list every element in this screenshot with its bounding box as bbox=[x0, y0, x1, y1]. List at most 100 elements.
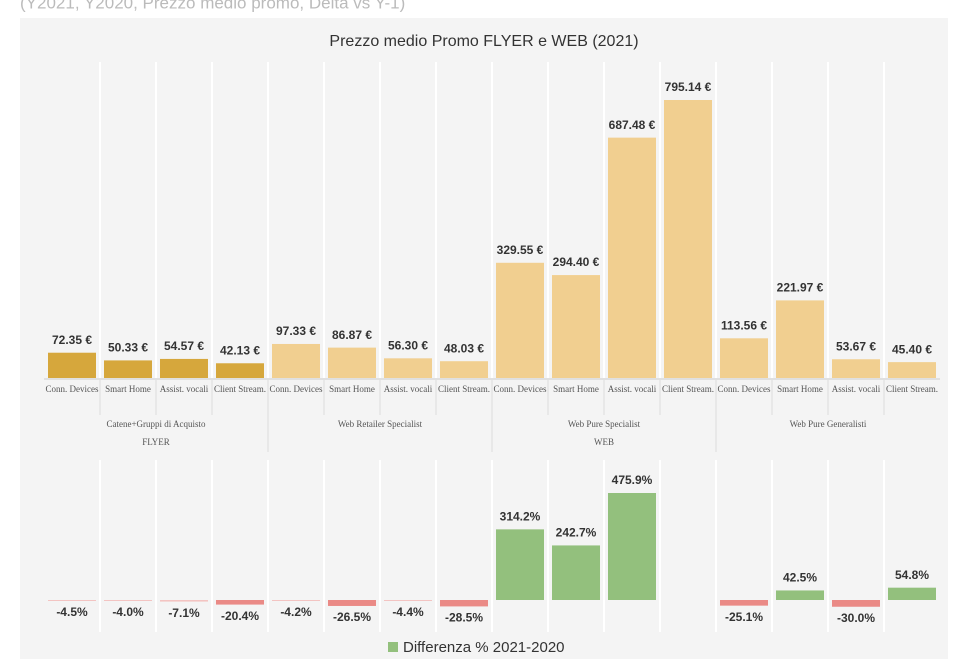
data-label: 242.7% bbox=[556, 526, 597, 540]
category-label-box: Client Stream. bbox=[886, 384, 938, 394]
bar bbox=[496, 529, 544, 600]
group-label: WEB bbox=[594, 437, 614, 447]
data-label: 45.40 € bbox=[892, 342, 932, 356]
data-label: 795.14 € bbox=[665, 80, 712, 94]
category-label-box: Smart Home bbox=[105, 384, 151, 394]
x-tick-label: Client Stream. bbox=[662, 384, 714, 394]
x-tick-label: Conn. Devices bbox=[45, 384, 99, 394]
data-label: 687.48 € bbox=[609, 118, 656, 132]
x-tick-label: Conn. Devices bbox=[269, 384, 323, 394]
category-label-box: Conn. Devices bbox=[493, 384, 547, 394]
category-label-box: Conn. Devices bbox=[45, 384, 99, 394]
bar bbox=[608, 137, 656, 378]
data-label: 48.03 € bbox=[444, 341, 484, 355]
bar bbox=[104, 360, 152, 378]
category-label-box: Smart Home bbox=[329, 384, 375, 394]
data-label: 54.8% bbox=[895, 568, 929, 582]
x-tick-label: Smart Home bbox=[777, 384, 823, 394]
data-label: -4.4% bbox=[392, 605, 424, 619]
group-label: FLYER bbox=[142, 437, 170, 447]
data-label: 72.35 € bbox=[52, 333, 92, 347]
bar bbox=[272, 343, 320, 378]
x-tick-label: Client Stream. bbox=[438, 384, 490, 394]
x-tick-label: Assist. vocali bbox=[831, 384, 881, 394]
x-tick-label: Smart Home bbox=[105, 384, 151, 394]
x-tick-label: Conn. Devices bbox=[493, 384, 547, 394]
bar bbox=[720, 600, 768, 606]
data-label: -26.5% bbox=[333, 610, 371, 624]
bar bbox=[832, 359, 880, 378]
data-label: -7.1% bbox=[168, 606, 200, 620]
x-tick-label: Assist. vocali bbox=[607, 384, 657, 394]
category-label-box: Smart Home bbox=[777, 384, 823, 394]
category-label-box: Conn. Devices bbox=[269, 384, 323, 394]
data-label: -20.4% bbox=[221, 609, 259, 623]
bar bbox=[888, 362, 936, 378]
bar bbox=[272, 600, 320, 601]
bar bbox=[440, 361, 488, 378]
category-label-box: Conn. Devices bbox=[717, 384, 771, 394]
chart-title: Prezzo medio Promo FLYER e WEB (2021) bbox=[329, 33, 638, 50]
x-tick-label: Smart Home bbox=[329, 384, 375, 394]
bar bbox=[552, 545, 600, 600]
data-label: -28.5% bbox=[445, 611, 483, 625]
x-tick-label: Assist. vocali bbox=[159, 384, 209, 394]
bar bbox=[160, 358, 208, 378]
data-label: 42.5% bbox=[783, 571, 817, 585]
bar bbox=[216, 363, 264, 378]
bar bbox=[776, 300, 824, 378]
bar bbox=[328, 347, 376, 378]
bar bbox=[48, 352, 96, 378]
data-label: -4.0% bbox=[112, 605, 144, 619]
bar bbox=[104, 600, 152, 601]
group-label: Web Pure Generalisti bbox=[790, 419, 867, 429]
x-tick-label: Assist. vocali bbox=[383, 384, 433, 394]
data-label: 42.13 € bbox=[220, 343, 260, 357]
category-label-box: Assist. vocali bbox=[383, 384, 433, 394]
data-label: 329.55 € bbox=[497, 243, 544, 257]
data-label: 56.30 € bbox=[388, 338, 428, 352]
bar bbox=[496, 262, 544, 378]
data-label: -4.2% bbox=[280, 605, 312, 619]
bar bbox=[720, 338, 768, 378]
category-label-box: Assist. vocali bbox=[831, 384, 881, 394]
data-label: 221.97 € bbox=[777, 281, 824, 295]
category-label-box: Client Stream. bbox=[214, 384, 266, 394]
bar bbox=[552, 275, 600, 378]
x-tick-label: Smart Home bbox=[553, 384, 599, 394]
data-label: 294.40 € bbox=[553, 255, 600, 269]
bar bbox=[608, 493, 656, 600]
group-label: Web Retailer Specialist bbox=[338, 419, 423, 429]
bar bbox=[160, 600, 208, 602]
legend-swatch bbox=[388, 642, 398, 652]
group-label: Web Pure Specialist bbox=[568, 419, 641, 429]
bar bbox=[384, 358, 432, 378]
data-label: -25.1% bbox=[725, 610, 763, 624]
data-label: -4.5% bbox=[56, 605, 88, 619]
category-label-box: Assist. vocali bbox=[607, 384, 657, 394]
data-label: -30.0% bbox=[837, 611, 875, 625]
bar bbox=[216, 600, 264, 605]
bar bbox=[328, 600, 376, 606]
bar bbox=[776, 590, 824, 600]
data-label: 113.56 € bbox=[721, 318, 767, 332]
bar bbox=[888, 587, 936, 600]
x-tick-label: Client Stream. bbox=[886, 384, 938, 394]
data-label: 54.57 € bbox=[164, 339, 204, 353]
category-label-box: Client Stream. bbox=[662, 384, 714, 394]
x-tick-label: Client Stream. bbox=[214, 384, 266, 394]
data-label: 50.33 € bbox=[108, 341, 148, 355]
bar bbox=[664, 100, 712, 378]
data-label: 314.2% bbox=[500, 510, 541, 524]
data-label: 86.87 € bbox=[332, 328, 372, 342]
data-label: 97.33 € bbox=[276, 324, 316, 338]
category-label-box: Assist. vocali bbox=[159, 384, 209, 394]
bar bbox=[440, 600, 488, 607]
subtitle: (Y2021, Y2020, Prezzo medio promo, Delta… bbox=[20, 0, 405, 12]
bar bbox=[384, 600, 432, 601]
data-label: 475.9% bbox=[612, 473, 653, 487]
bar bbox=[832, 600, 880, 607]
legend-label: Differenza % 2021-2020 bbox=[403, 639, 565, 656]
x-tick-label: Conn. Devices bbox=[717, 384, 771, 394]
